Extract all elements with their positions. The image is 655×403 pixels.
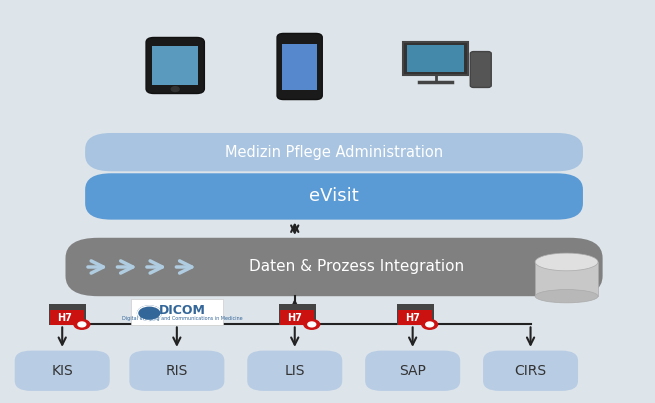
FancyBboxPatch shape — [50, 310, 84, 325]
Circle shape — [308, 322, 316, 327]
FancyBboxPatch shape — [277, 33, 322, 100]
FancyBboxPatch shape — [146, 37, 204, 93]
Text: eVisit: eVisit — [309, 187, 359, 206]
FancyBboxPatch shape — [279, 304, 316, 325]
FancyBboxPatch shape — [248, 351, 342, 391]
Text: Digital Imaging and Communications in Medicine: Digital Imaging and Communications in Me… — [122, 316, 242, 321]
Circle shape — [172, 87, 179, 91]
Circle shape — [304, 320, 320, 329]
FancyBboxPatch shape — [397, 304, 434, 325]
Text: KIS: KIS — [51, 364, 73, 378]
Text: CIRS: CIRS — [514, 364, 547, 378]
Text: H7: H7 — [58, 313, 72, 323]
Ellipse shape — [535, 253, 598, 271]
Circle shape — [74, 320, 90, 329]
FancyBboxPatch shape — [280, 310, 314, 325]
Text: Daten & Prozess Integration: Daten & Prozess Integration — [249, 260, 464, 274]
FancyBboxPatch shape — [131, 299, 223, 325]
Text: LIS: LIS — [284, 364, 305, 378]
Text: DICOM: DICOM — [159, 304, 206, 317]
Circle shape — [426, 322, 434, 327]
FancyBboxPatch shape — [398, 310, 432, 325]
FancyBboxPatch shape — [365, 351, 460, 391]
FancyBboxPatch shape — [407, 45, 464, 72]
FancyBboxPatch shape — [535, 262, 598, 296]
FancyBboxPatch shape — [470, 52, 491, 87]
Text: SAP: SAP — [399, 364, 426, 378]
Circle shape — [422, 320, 438, 329]
FancyBboxPatch shape — [85, 133, 583, 171]
FancyBboxPatch shape — [282, 44, 317, 90]
FancyBboxPatch shape — [66, 238, 603, 296]
FancyBboxPatch shape — [483, 351, 578, 391]
FancyBboxPatch shape — [152, 46, 198, 85]
Text: RIS: RIS — [166, 364, 188, 378]
Text: H7: H7 — [405, 313, 420, 323]
FancyBboxPatch shape — [15, 351, 109, 391]
FancyBboxPatch shape — [130, 351, 224, 391]
Circle shape — [138, 306, 161, 320]
Text: Medizin Pflege Administration: Medizin Pflege Administration — [225, 145, 443, 160]
Ellipse shape — [535, 289, 598, 303]
Circle shape — [78, 322, 86, 327]
FancyBboxPatch shape — [85, 173, 583, 220]
FancyBboxPatch shape — [49, 304, 86, 325]
Text: H7: H7 — [288, 313, 302, 323]
FancyBboxPatch shape — [403, 42, 468, 75]
